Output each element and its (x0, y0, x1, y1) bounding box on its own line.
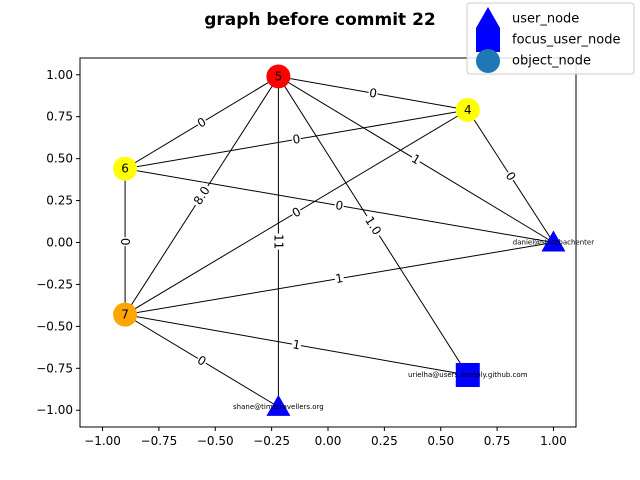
y-tick-label: −0.25 (36, 277, 73, 291)
user-node-shane (266, 394, 291, 416)
x-tick-label: −0.75 (141, 434, 178, 448)
y-tick-label: 0.25 (46, 194, 73, 208)
legend-label: object_node (512, 54, 591, 69)
edge-label-5-4: 0 (367, 85, 379, 101)
node-7 (113, 302, 138, 327)
edge-label-bg (288, 203, 304, 221)
x-tick-label: 0.25 (371, 434, 398, 448)
edge-label-bg (118, 237, 133, 247)
edge-label-bg (502, 168, 519, 184)
edge-label-text: 0 (291, 132, 301, 147)
node-4 (455, 97, 480, 122)
x-tick-label: 0.75 (484, 434, 511, 448)
edge-label-text: 1 (291, 337, 301, 352)
edge-label-6-7: 0 (118, 237, 133, 247)
nodes-layer: 5 4 6 7 daniel@stutzbachenter urielha@users.n… (113, 64, 594, 416)
y-tick-label: 0.75 (46, 110, 73, 124)
x-tick-label: −0.25 (253, 434, 290, 448)
node-label-daniel: daniel@stutzbachenter (513, 239, 594, 247)
x-tick-label: −1.00 (84, 434, 121, 448)
node-label-4: 4 (464, 103, 472, 117)
edge-label-text: 0 (368, 86, 378, 101)
edge-label-bg (361, 212, 386, 240)
legend: user_node focus_user_node object_node (466, 2, 635, 75)
user-node-daniel (541, 230, 566, 252)
edge-label-bg (367, 85, 379, 101)
node-5 (266, 64, 291, 89)
edge-label-5-shane: 11 (271, 233, 286, 250)
x-tick-label: −0.50 (197, 434, 234, 448)
legend-label: user_node (512, 12, 579, 27)
edge-label-bg (271, 233, 286, 250)
edge-label-bg (290, 131, 303, 148)
x-axis: −1.00 −0.75 −0.50 −0.25 0.00 0.25 0.50 0.75 1.00 (84, 427, 567, 448)
y-tick-label: 0.00 (46, 236, 73, 250)
edge-label-bg (290, 337, 303, 353)
edge-label-6-daniel: 0 (333, 197, 345, 214)
legend-box (466, 2, 635, 75)
node-label-7: 7 (121, 308, 129, 322)
edge-label-text: 0 (334, 198, 344, 213)
chart-title: graph before commit 22 (204, 10, 436, 30)
edge-label-7-daniel: 1 (333, 270, 345, 287)
legend-label: focus_user_node (512, 33, 621, 48)
y-tick-label: −0.75 (36, 361, 73, 375)
focus-user-node-urielha (455, 363, 480, 388)
legend-circle-marker (476, 49, 500, 73)
x-tick-label: 1.00 (540, 434, 567, 448)
edge-label-bg (189, 182, 214, 209)
node-6 (113, 156, 138, 181)
y-tick-label: 1.00 (46, 68, 73, 82)
x-tick-label: 0.50 (427, 434, 454, 448)
node-label-6: 6 (121, 162, 129, 176)
plot-area (79, 57, 577, 428)
y-axis: 1.00 0.75 0.50 0.25 0.00 −0.25 −0.50 −0.75 −1.00 (36, 68, 80, 417)
edge-label-4-6: 0 (290, 131, 303, 148)
legend-triangle-marker (476, 7, 500, 28)
y-tick-label: −1.00 (36, 403, 73, 417)
x-tick-label: 0.00 (315, 434, 342, 448)
edge-label-bg (408, 151, 424, 168)
edge-label-text: 11 (271, 234, 285, 249)
edge-label-text: 1 (334, 271, 344, 286)
legend-square-marker (476, 28, 500, 52)
y-tick-label: 0.50 (46, 152, 73, 166)
node-label-shane: shane@timetravellers.org (233, 403, 324, 411)
edge-label-bg (333, 270, 345, 287)
y-tick-label: −0.50 (36, 319, 73, 333)
edge-label-bg (333, 197, 345, 214)
edge-label-text: 0 (118, 238, 132, 246)
node-label-urielha: urielha@users.noreply.github.com (408, 371, 528, 379)
edge-label-bg (194, 352, 210, 370)
edge-label-bg (194, 114, 210, 131)
edge-label-7-urielha: 1 (290, 337, 303, 353)
node-label-5: 5 (275, 69, 283, 83)
